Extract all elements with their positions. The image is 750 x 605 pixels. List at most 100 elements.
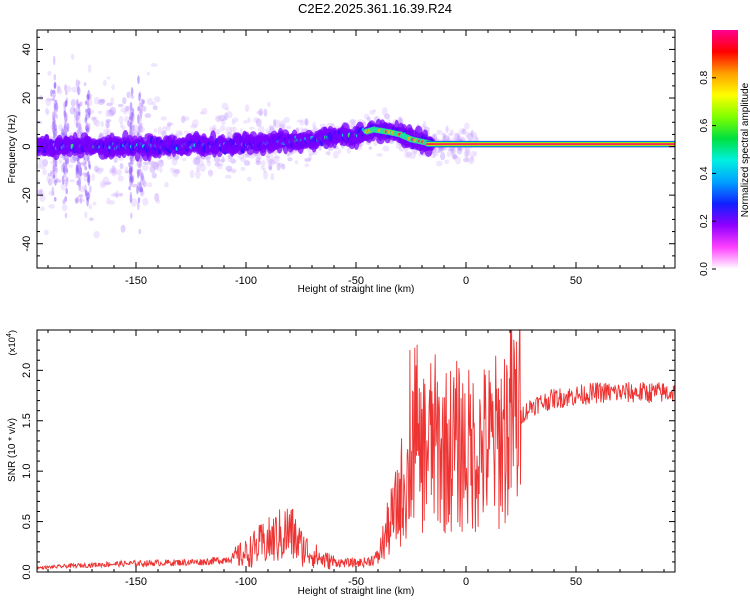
- heatmap-cell: [115, 190, 120, 197]
- heatmap-cell: [218, 114, 226, 122]
- heatmap-cell: [212, 124, 217, 131]
- spectrogram-y-label: Frequency (Hz): [7, 115, 18, 184]
- y-tick-label: -20: [21, 187, 33, 203]
- heatmap-cell: [268, 125, 275, 131]
- heatmap-cell: [268, 166, 273, 171]
- heatmap-cell: [445, 125, 449, 134]
- heatmap-cell: [463, 157, 470, 163]
- heatmap-cell: [220, 158, 226, 163]
- heatmap-cell: [446, 151, 452, 158]
- heatmap-cell: [113, 154, 118, 164]
- colorbar-tick-label: 0.4: [699, 166, 710, 180]
- snr-panel: -150 -100 -50 0 50 0.0 0.5 1.0 1.5 2.0 Height of…: [6, 329, 676, 597]
- heatmap-cell: [52, 163, 55, 172]
- heatmap-cell: [207, 169, 214, 176]
- snr-y-ticks: 0.0 0.5 1.0 1.5 2.0: [21, 339, 675, 580]
- heatmap-cell: [47, 70, 52, 76]
- heatmap-cell: [219, 125, 226, 132]
- snr-background: [37, 330, 675, 572]
- heatmap-cell: [278, 162, 284, 167]
- heatmap-cell: [116, 169, 122, 176]
- heatmap-cell: [467, 157, 475, 165]
- heatmap-cell: [129, 165, 132, 174]
- heatmap-cell: [127, 120, 130, 127]
- heatmap-cell: [76, 196, 80, 204]
- heatmap-cell: [124, 166, 129, 174]
- y-tick-label: 0.5: [21, 514, 33, 529]
- heatmap-cell: [46, 97, 51, 102]
- heatmap-cell: [78, 168, 82, 176]
- heatmap-cell: [76, 157, 80, 165]
- heatmap-cell: [197, 159, 204, 167]
- heatmap-cell: [221, 102, 229, 110]
- heatmap-cell: [157, 126, 163, 135]
- heatmap-cell: [472, 132, 478, 139]
- heatmap-cell: [167, 122, 172, 127]
- heatmap-cell: [122, 97, 127, 105]
- heatmap-cell: [43, 229, 49, 236]
- heatmap-cell: [195, 156, 202, 160]
- heatmap-cell: [129, 194, 133, 204]
- heatmap-cell: [113, 167, 118, 175]
- heatmap-cell: [281, 163, 286, 170]
- heatmap-cell: [102, 79, 107, 87]
- heatmap-cell: [272, 127, 276, 132]
- heatmap-cell: [274, 155, 281, 160]
- heatmap-cell: [87, 175, 91, 184]
- heatmap-cell: [65, 188, 68, 195]
- heatmap-cell: [130, 95, 134, 99]
- spectrogram-y-ticks: -40 -20 0 20 40: [21, 36, 675, 269]
- heatmap-cell: [195, 170, 201, 179]
- heatmap-cell: [64, 212, 68, 219]
- x-tick-label: -100: [235, 275, 257, 287]
- snr-scale-exponent: 4: [6, 333, 13, 337]
- heatmap-cell: [42, 158, 49, 167]
- heatmap-cell: [130, 212, 133, 219]
- heatmap-cell: [40, 206, 45, 212]
- heatmap-cell: [94, 119, 101, 127]
- y-tick-label: 1.5: [21, 413, 33, 428]
- heatmap-cell: [147, 182, 153, 188]
- heatmap-cell: [46, 175, 51, 184]
- heatmap-cell: [39, 189, 45, 198]
- heatmap-cell: [87, 64, 92, 73]
- heatmap-cell: [406, 151, 413, 158]
- heatmap-cell: [450, 146, 457, 156]
- heatmap-cell: [265, 152, 271, 159]
- heatmap-cell: [52, 174, 56, 179]
- heatmap-cell: [106, 120, 110, 129]
- x-tick-label: 0: [463, 275, 469, 287]
- heatmap-cell: [64, 83, 67, 92]
- heatmap-cell: [276, 162, 281, 171]
- heatmap-cell: [65, 90, 68, 96]
- heatmap-cell: [88, 204, 93, 210]
- heatmap-cell: [53, 103, 57, 112]
- heatmap-cell: [395, 143, 402, 149]
- heatmap-cell: [53, 119, 57, 126]
- heatmap-cell: [253, 117, 259, 123]
- x-tick-label: -150: [125, 576, 147, 588]
- heatmap-cell: [270, 172, 275, 181]
- heatmap-cell: [262, 167, 267, 173]
- colorbar-label: Normalized spectral amplitude: [740, 82, 750, 217]
- heatmap-cell: [263, 108, 268, 117]
- heatmap-cell: [422, 120, 427, 129]
- heatmap-cell: [295, 127, 300, 133]
- heatmap-cell: [451, 153, 458, 160]
- heatmap-cell: [152, 105, 158, 111]
- heatmap-cell: [226, 132, 233, 138]
- heatmap-cell: [63, 110, 67, 118]
- heatmap-cell: [77, 80, 81, 86]
- heatmap-cell: [132, 183, 138, 188]
- heatmap-cell: [105, 181, 112, 185]
- heatmap-cell: [225, 165, 233, 172]
- heatmap-cell: [47, 178, 53, 186]
- x-tick-label: 50: [570, 275, 582, 287]
- heatmap-cell: [75, 122, 79, 128]
- heatmap-cell: [449, 129, 454, 136]
- heatmap-cell: [240, 156, 246, 163]
- colorbar: 0.0 0.2 0.4 0.6 0.8 Normalized spectral ampl…: [699, 30, 750, 276]
- heatmap-cell: [64, 164, 68, 173]
- heatmap-cell: [39, 193, 46, 202]
